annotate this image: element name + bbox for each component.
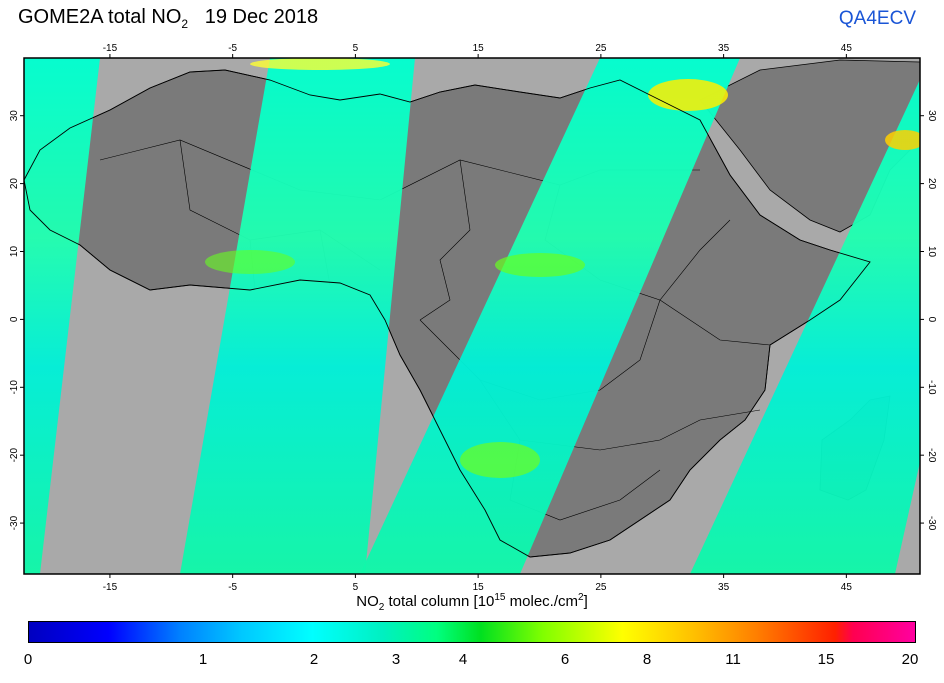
lat-label-right: 10 — [926, 246, 937, 258]
lat-label-left: 10 — [9, 246, 20, 258]
hotspot-gulf — [885, 130, 920, 150]
colorbar-label: 4 — [458, 651, 468, 668]
map-frame — [23, 57, 921, 575]
swath-2 — [180, 58, 415, 574]
colorbar-label: 1 — [198, 651, 208, 668]
hotspot-mediterranean — [250, 58, 390, 70]
swath-4 — [690, 79, 920, 574]
lon-label-top: 25 — [595, 43, 607, 54]
lon-label-bottom: 15 — [473, 582, 485, 593]
lon-label-bottom: 35 — [718, 582, 730, 593]
lon-label-top: 45 — [841, 43, 853, 54]
lon-label-bottom: -15 — [103, 582, 118, 593]
xlabel-sup: 15 — [494, 592, 506, 603]
lat-label-right: 20 — [926, 178, 937, 190]
lon-ticks-top: -15 -5 5 15 25 35 45 — [103, 43, 853, 58]
hotspot-west-africa — [205, 250, 295, 274]
lat-label-right: -20 — [926, 448, 937, 463]
map-title: GOME2A total NO2 19 Dec 2018 — [18, 6, 318, 31]
map-svg: -15 -5 5 15 25 35 45 -15 -5 5 15 25 35 45 30 20 10 0 -10… — [9, 43, 937, 593]
xlabel-middle: total column [10 — [384, 593, 495, 610]
lat-label-right: -10 — [926, 380, 937, 395]
colorbar-label: 8 — [642, 651, 652, 668]
xlabel-sub: 2 — [378, 602, 385, 613]
colorbar-label: 2 — [309, 651, 319, 668]
lon-label-bottom: 25 — [595, 582, 607, 593]
swath-3 — [360, 58, 740, 574]
lat-label-right: 0 — [926, 317, 937, 323]
colorbar-label: 20 — [901, 651, 919, 668]
lat-ticks-left: 30 20 10 0 -10 -20 -30 — [9, 110, 24, 530]
title-subscript: 2 — [181, 17, 189, 31]
title-date: 19 Dec 2018 — [204, 6, 319, 28]
hotspot-southern-africa — [460, 442, 540, 478]
lat-ticks-right: 30 20 10 0 -10 -20 -30 — [920, 110, 937, 531]
lat-label-left: 20 — [9, 178, 20, 190]
lat-label-left: -10 — [9, 380, 20, 395]
colorbar-label: 6 — [560, 651, 570, 668]
lon-label-top: -15 — [103, 43, 118, 54]
xlabel-suffix: ] — [583, 593, 588, 610]
colorbar-label: 0 — [23, 651, 33, 668]
xlabel-sup2: 2 — [578, 592, 584, 603]
hotspot-nile-delta — [648, 79, 728, 111]
colorbar — [28, 621, 916, 643]
lon-label-bottom: -5 — [228, 582, 237, 593]
colorbar-label: 15 — [817, 651, 835, 668]
lon-label-top: 35 — [718, 43, 730, 54]
xlabel-units: molec./cm — [505, 593, 579, 610]
lon-ticks-bottom: -15 -5 5 15 25 35 45 — [103, 574, 853, 593]
lat-label-left: 0 — [9, 316, 20, 322]
lat-label-left: -20 — [9, 448, 20, 463]
lat-label-right: -30 — [926, 516, 937, 531]
colorbar-axis-title: NO2 total column [1015 molec./cm2] — [0, 592, 944, 613]
swath-1 — [24, 58, 100, 574]
lon-label-top: 5 — [353, 43, 359, 54]
lon-label-bottom: 45 — [841, 582, 853, 593]
colorbar-label: 3 — [391, 651, 401, 668]
xlabel-prefix: NO — [356, 593, 379, 610]
title-product: GOME2A total NO — [18, 6, 182, 28]
brand-label: QA4ECV — [838, 8, 916, 29]
no2-swaths — [24, 58, 920, 574]
lat-label-left: -30 — [9, 515, 20, 530]
colorbar-label: 11 — [725, 651, 741, 668]
map-panel: -15 -5 5 15 25 35 45 -15 -5 5 15 25 35 45 30 20 10 0 -10… — [9, 43, 937, 593]
lon-label-top: 15 — [473, 43, 485, 54]
lat-label-left: 30 — [9, 110, 20, 122]
lat-label-right: 30 — [926, 110, 937, 122]
coastline-overlay — [24, 69, 871, 558]
lon-label-bottom: 5 — [353, 582, 359, 593]
lon-label-top: -5 — [228, 43, 237, 54]
hotspot-central-africa — [495, 253, 585, 277]
